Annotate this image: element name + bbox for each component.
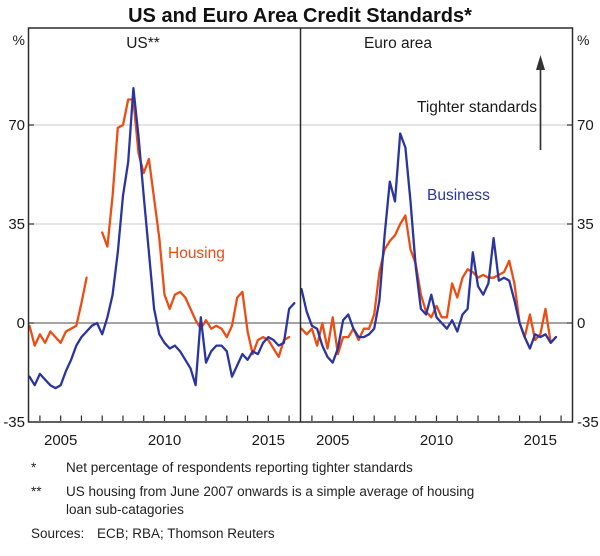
panel-title-us: US** bbox=[126, 35, 160, 52]
euroarea-business-line bbox=[300, 132, 558, 364]
x-axis-label-2005-panel0: 2005 bbox=[44, 432, 77, 449]
x-axis-label-2015-panel0: 2015 bbox=[252, 432, 285, 449]
panel-title-euro-area: Euro area bbox=[364, 35, 432, 52]
y-axis-label-0-right: 0 bbox=[577, 315, 585, 332]
tighter-standards-annotation: Tighter standards bbox=[417, 99, 537, 116]
panel-series-1 bbox=[300, 132, 558, 364]
data-series bbox=[28, 87, 558, 390]
footnote-1-marker: * bbox=[31, 460, 37, 475]
y-axis-label-neg35-right: -35 bbox=[577, 414, 599, 431]
footnote-2-marker: ** bbox=[31, 484, 42, 499]
up-arrow-icon bbox=[536, 55, 545, 150]
y-axis-unit-left: % bbox=[13, 32, 25, 48]
sources-text: ECB; RBA; Thomson Reuters bbox=[97, 526, 275, 541]
y-axis-label-70-right: 70 bbox=[577, 117, 594, 134]
x-axis-label-2015-panel1: 2015 bbox=[524, 432, 557, 449]
y-axis-label-0-left: 0 bbox=[17, 315, 25, 332]
x-axis-label-2010-panel0: 2010 bbox=[148, 432, 181, 449]
plot-frame bbox=[27, 27, 574, 423]
x-axis-label-2010-panel1: 2010 bbox=[420, 432, 453, 449]
chart-title: US and Euro Area Credit Standards* bbox=[128, 5, 472, 27]
footnote-1-text: Net percentage of respondents reporting … bbox=[66, 460, 413, 475]
sources-label: Sources: bbox=[31, 526, 84, 541]
y-axis-label-70-left: 70 bbox=[8, 117, 25, 134]
us-business-line bbox=[28, 87, 296, 390]
y-axis-label-neg35-left: -35 bbox=[3, 414, 25, 431]
x-axis-labels: 2005 2010 2015 2005 2010 2015 bbox=[44, 432, 557, 449]
panel-series-0 bbox=[28, 87, 296, 390]
us-housing-line bbox=[28, 276, 88, 347]
axis-ticks bbox=[28, 124, 573, 421]
y-axis-unit-right: % bbox=[577, 32, 589, 48]
y-axis-label-35-right: 35 bbox=[577, 216, 594, 233]
business-series-label: Business bbox=[427, 187, 490, 204]
x-axis-label-2005-panel1: 2005 bbox=[316, 432, 349, 449]
footnote-2-text-line1: US housing from June 2007 onwards is a s… bbox=[66, 484, 474, 499]
footnote-2-text-line2: loan sub-catagories bbox=[66, 502, 184, 517]
housing-series-label: Housing bbox=[168, 245, 225, 262]
euroarea-housing-line bbox=[300, 214, 558, 356]
y-axis-label-35-left: 35 bbox=[8, 216, 25, 233]
